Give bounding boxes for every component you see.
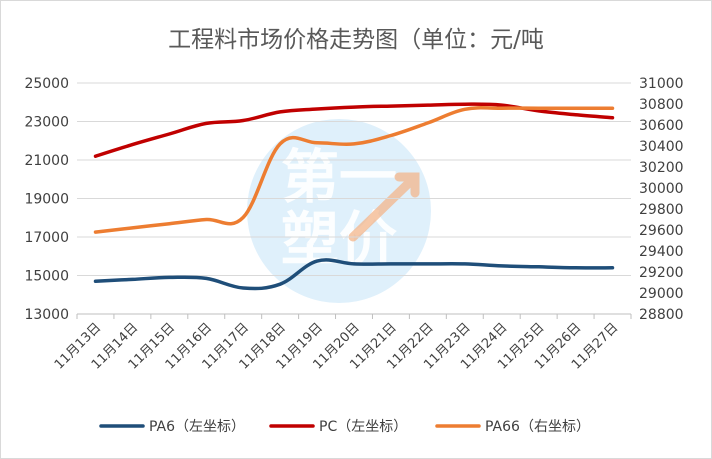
right-tick-label: 29800 [639, 202, 684, 218]
left-axis: 13000 15000 17000 19000 21000 23000 25000 [24, 76, 69, 323]
right-tick-label: 30200 [639, 160, 684, 176]
left-tick-label: 19000 [24, 192, 69, 208]
left-tick-label: 23000 [24, 115, 69, 131]
legend-label: PA6（左坐标） [149, 419, 245, 435]
left-tick-label: 25000 [24, 76, 69, 92]
legend: PA6（左坐标） PC（左坐标） PA66（右坐标） [99, 419, 590, 435]
watermark-arrow-icon [348, 172, 420, 242]
left-tick-label: 21000 [24, 153, 69, 169]
watermark-circle [247, 119, 431, 303]
right-axis: 28800 29000 29200 29400 29600 29800 30000 30200… [639, 76, 684, 323]
x-axis: 11月13日11月14日11月15日11月16日11月17日11月18日11月1… [52, 313, 632, 373]
series-line-2 [93, 106, 615, 234]
right-tick-label: 31000 [639, 76, 684, 92]
legend-label: PC（左坐标） [319, 419, 407, 435]
watermark-text-line1: 第一 [281, 143, 397, 211]
right-tick-label: 28800 [639, 307, 684, 323]
series-lines [93, 102, 615, 291]
right-tick-label: 29400 [639, 244, 684, 260]
legend-label: PA66（右坐标） [485, 419, 590, 435]
series-line-0 [93, 258, 615, 291]
right-tick-label: 29000 [639, 286, 684, 302]
right-tick-label: 29200 [639, 265, 684, 281]
left-tick-label: 17000 [24, 230, 69, 246]
chart-title: 工程料市场价格走势图（单位：元/吨 [168, 27, 544, 53]
right-tick-label: 29600 [639, 223, 684, 239]
right-tick-label: 30800 [639, 97, 684, 113]
right-tick-label: 30400 [639, 139, 684, 155]
right-tick-label: 30000 [639, 181, 684, 197]
left-tick-label: 13000 [24, 307, 69, 323]
right-tick-label: 30600 [639, 118, 684, 134]
left-tick-label: 15000 [24, 269, 69, 285]
